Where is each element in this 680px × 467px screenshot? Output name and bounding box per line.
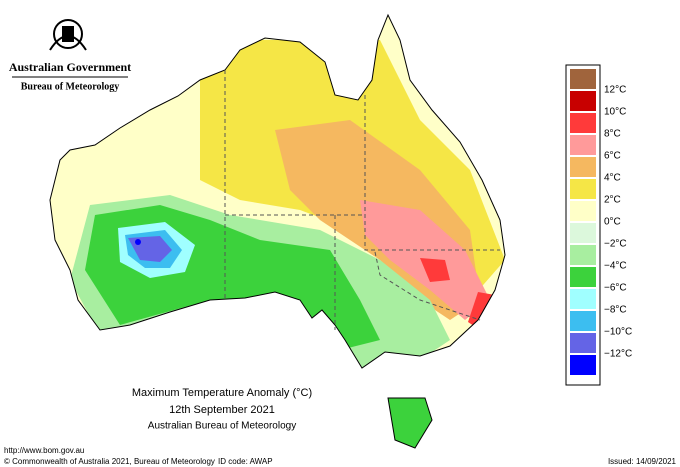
legend-swatch: [570, 289, 596, 309]
legend-swatch: [570, 311, 596, 331]
legend-label: −12°C: [604, 349, 632, 360]
legend-label: 10°C: [604, 107, 626, 118]
state-borders: [224, 70, 500, 330]
coastline: [49, 13, 506, 449]
government-name: Australian Government: [9, 60, 131, 74]
legend-swatch: [570, 201, 596, 221]
legend-swatch: [570, 355, 596, 375]
legend-label: 0°C: [604, 217, 621, 228]
footer-url[interactable]: http://www.bom.gov.au: [4, 446, 84, 455]
agency-name: Bureau of Meteorology: [21, 81, 120, 92]
legend-swatch: [570, 179, 596, 199]
legend-label: −2°C: [604, 239, 627, 250]
legend-swatch: [570, 91, 596, 111]
legend-label: −10°C: [604, 327, 632, 338]
legend-swatch: [570, 267, 596, 287]
map-date: 12th September 2021: [169, 404, 275, 416]
legend-swatch: [570, 69, 596, 89]
map-title: Maximum Temperature Anomaly (°C): [132, 387, 312, 399]
legend-label: −6°C: [604, 283, 627, 294]
legend-label: −8°C: [604, 305, 627, 316]
legend-label: 12°C: [604, 85, 626, 96]
logo: [49, 19, 87, 51]
legend-swatch: [570, 157, 596, 177]
legend-label: −4°C: [604, 261, 627, 272]
legend-label: 4°C: [604, 173, 621, 184]
legend: 12°C 10°C 8°C 6°C 4°C 2°C 0°C −2°C −4°C −6°C −8°C −…: [565, 64, 632, 386]
legend-label: 2°C: [604, 195, 621, 206]
footer-id: ID code: AWAP: [218, 457, 273, 466]
legend-swatch: [570, 135, 596, 155]
legend-swatch: [570, 223, 596, 243]
footer-issued: Issued: 14/09/2021: [608, 457, 677, 466]
map-source: Australian Bureau of Meteorology: [148, 421, 296, 432]
legend-swatch: [570, 333, 596, 353]
legend-label: 8°C: [604, 129, 621, 140]
legend-swatch: [570, 245, 596, 265]
legend-label: 6°C: [604, 151, 621, 162]
legend-swatch: [570, 113, 596, 133]
footer-copyright: © Commonwealth of Australia 2021, Bureau…: [4, 457, 215, 466]
